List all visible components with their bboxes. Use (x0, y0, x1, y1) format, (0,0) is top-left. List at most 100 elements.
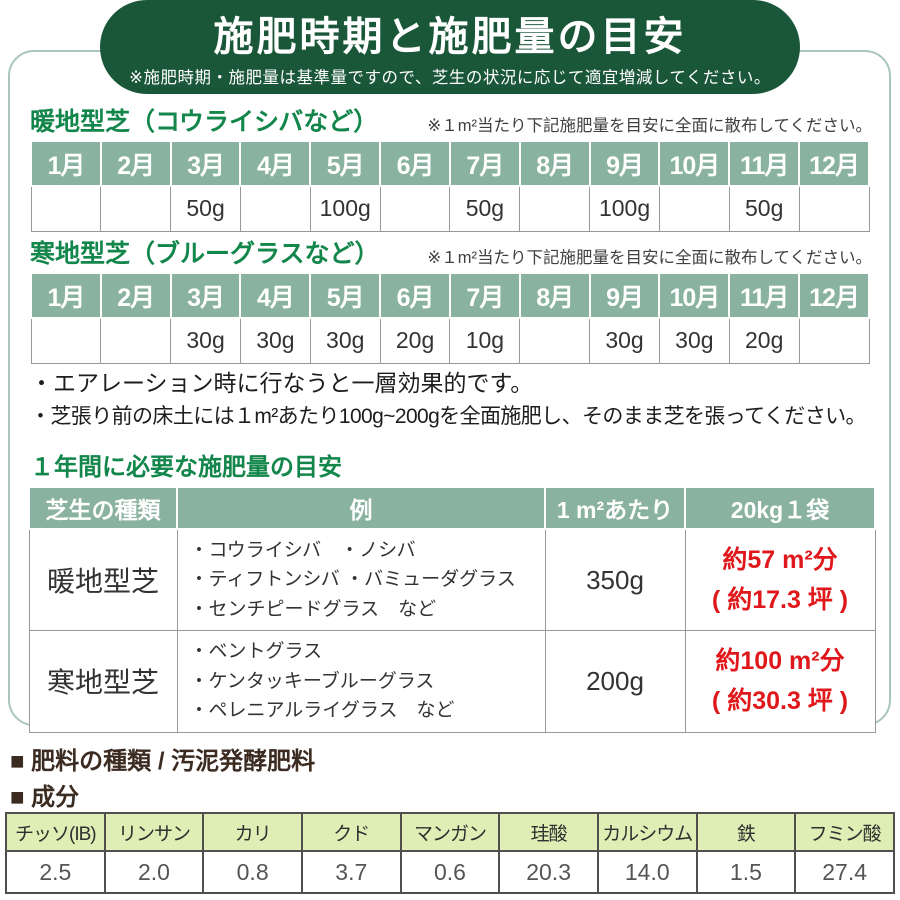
annual-col-bag: 20kg１袋 (684, 486, 876, 530)
annual-col-grass-type: 芝生の種類 (28, 486, 178, 530)
amount-cell: 50g (728, 185, 800, 232)
component-value: 2.0 (103, 850, 205, 894)
annual-header-row: 芝生の種類 例 1 m²あたり 20kg１袋 (28, 486, 876, 530)
composition-heading: ■ 成分 (10, 784, 80, 811)
annual-row-warm: 暖地型芝 ・コウライシバ ・ノシバ ・ティフトンシバ ・バミューダグラス ・セン… (28, 528, 876, 632)
amount-cell (798, 317, 870, 364)
composition-value-row: 2.5 2.0 0.8 3.7 0.6 20.3 14.0 1.5 27.4 (5, 850, 895, 894)
month-header-cell: 10月 (658, 140, 731, 187)
example-line: ・センチピードグラス など (189, 598, 437, 620)
month-header-cell: 8月 (518, 140, 591, 187)
cool-grass-section-title: 寒地型芝（ブルーグラスなど） (30, 240, 380, 268)
month-header-cell: 2月 (99, 140, 172, 187)
per-sqm-amount: 350g (544, 528, 686, 632)
component-value: 0.8 (202, 850, 303, 894)
example-line: ・ティフトンシバ ・バミューダグラス (189, 569, 516, 591)
amount-cell: 30g (589, 317, 660, 364)
amount-cell: 20g (379, 317, 451, 364)
month-header-cell: 5月 (309, 272, 382, 319)
amount-cell (100, 317, 172, 364)
composition-table: チッソ(IB) リンサン カリ クド マンガン 珪酸 カルシウム 鉄 フミン酸 … (5, 812, 895, 894)
amount-cell: 50g (449, 185, 521, 232)
example-line: ・ベントグラス (189, 641, 323, 663)
amount-cell (519, 317, 591, 364)
grass-type: 暖地型芝 (28, 528, 178, 632)
month-header-cell: 12月 (798, 140, 870, 187)
component-value: 2.5 (5, 850, 106, 894)
month-header-cell: 4月 (239, 140, 312, 187)
month-header-row: 1月 2月 3月 4月 5月 6月 7月 8月 9月 10月 11月 12月 (30, 140, 870, 187)
month-header-cell: 6月 (379, 272, 451, 319)
grass-type: 寒地型芝 (28, 630, 178, 733)
month-header-cell: 9月 (588, 140, 661, 187)
tip-aeration: ・エアレーション時に行なうと一層効果的です。 (30, 370, 534, 396)
amount-cell: 30g (309, 317, 381, 364)
annual-col-examples: 例 (176, 486, 546, 530)
amount-cell (658, 185, 730, 232)
month-header-cell: 6月 (379, 140, 451, 187)
amount-cell: 10g (449, 317, 521, 364)
component-value: 1.5 (695, 850, 797, 894)
month-header-cell: 7月 (448, 272, 521, 319)
warm-grass-schedule-table: 1月 2月 3月 4月 5月 6月 7月 8月 9月 10月 11月 12月 5… (30, 140, 870, 232)
cool-grass-schedule-table: 1月 2月 3月 4月 5月 6月 7月 8月 9月 10月 11月 12月 3… (30, 272, 870, 364)
component-header: リンサン (103, 812, 205, 852)
amount-cell (379, 185, 451, 232)
month-header-cell: 8月 (518, 272, 591, 319)
amount-cell: 100g (589, 185, 660, 232)
component-value: 20.3 (498, 850, 599, 894)
month-header-cell: 9月 (588, 272, 661, 319)
warm-grass-section-note: ※１m²当たり下記施肥量を目安に全面に散布してください。 (427, 117, 872, 135)
amount-cell: 100g (309, 185, 381, 232)
fertilizer-type-heading: ■ 肥料の種類 / 汚泥発酵肥料 (10, 748, 316, 775)
page-title: 施肥時期と施肥量の目安 (213, 15, 687, 59)
month-header-cell: 4月 (239, 272, 312, 319)
month-header-cell: 10月 (658, 272, 731, 319)
component-value: 27.4 (794, 850, 895, 894)
amount-cell (239, 185, 311, 232)
component-header: カルシウム (596, 812, 698, 852)
amount-cell (100, 185, 172, 232)
month-header-cell: 2月 (99, 272, 172, 319)
component-header: クド (300, 812, 402, 852)
component-header: チッソ(IB) (5, 812, 106, 852)
bag-coverage: 約100 m²分 ( 約30.3 坪 ) (684, 630, 876, 733)
month-header-cell: 11月 (728, 272, 801, 319)
amount-cell: 30g (658, 317, 730, 364)
amount-cell: 30g (239, 317, 311, 364)
component-header: 珪酸 (498, 812, 599, 852)
component-header: 鉄 (695, 812, 797, 852)
example-line: ・ペレニアルライグラス など (189, 700, 455, 722)
amount-row: 50g 100g 50g 100g 50g (30, 185, 870, 232)
example-line: ・ケンタッキーブルーグラス (189, 670, 435, 692)
page-subtitle: ※施肥時期・施肥量は基準量ですので、芝生の状況に応じて適宜増減してください。 (129, 69, 771, 87)
component-value: 0.6 (399, 850, 501, 894)
bag-coverage-tsubo: ( 約17.3 坪 ) (711, 586, 849, 615)
bag-coverage-tsubo: ( 約30.3 坪 ) (711, 687, 849, 716)
annual-table-heading: １年間に必要な施肥量の目安 (30, 454, 342, 481)
amount-row: 30g 30g 30g 20g 10g 30g 30g 20g (30, 317, 870, 364)
amount-cell (30, 185, 102, 232)
bag-coverage: 約57 m²分 ( 約17.3 坪 ) (684, 528, 876, 632)
component-header: マンガン (399, 812, 501, 852)
month-header-cell: 3月 (169, 272, 242, 319)
amount-cell: 30g (170, 317, 241, 364)
month-header-cell: 5月 (309, 140, 382, 187)
per-sqm-amount: 200g (544, 630, 686, 733)
month-header-cell: 3月 (169, 140, 242, 187)
bag-coverage-area: 約57 m²分 (722, 546, 838, 575)
month-header-row: 1月 2月 3月 4月 5月 6月 7月 8月 9月 10月 11月 12月 (30, 272, 870, 319)
cool-grass-section-note: ※１m²当たり下記施肥量を目安に全面に散布してください。 (427, 249, 872, 267)
component-header: カリ (202, 812, 303, 852)
month-header-cell: 12月 (798, 272, 870, 319)
annual-col-per-sqm: 1 m²あたり (544, 486, 686, 530)
composition-header-row: チッソ(IB) リンサン カリ クド マンガン 珪酸 カルシウム 鉄 フミン酸 (5, 812, 895, 852)
component-value: 3.7 (300, 850, 402, 894)
amount-cell (798, 185, 870, 232)
month-header-cell: 1月 (30, 272, 102, 319)
tip-pre-sodding: ・芝張り前の床土には１m²あたり100g~200gを全面施肥し、そのまま芝を張っ… (30, 405, 867, 428)
annual-amount-table: 芝生の種類 例 1 m²あたり 20kg１袋 暖地型芝 ・コウライシバ ・ノシバ… (28, 486, 876, 733)
amount-cell: 20g (728, 317, 800, 364)
month-header-cell: 11月 (728, 140, 801, 187)
